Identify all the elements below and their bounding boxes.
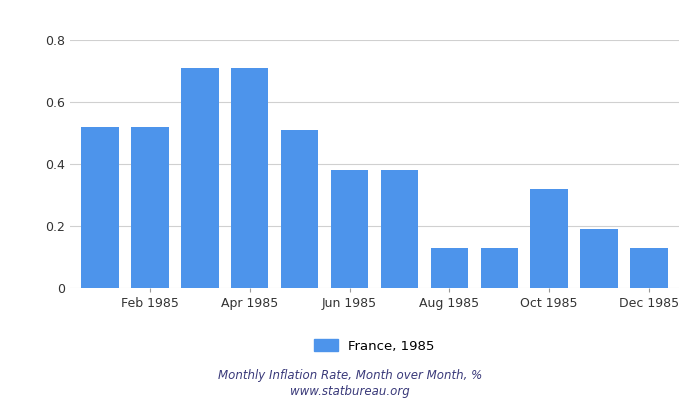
Bar <box>231 68 268 288</box>
Bar <box>630 248 668 288</box>
Bar <box>81 127 119 288</box>
Legend: France, 1985: France, 1985 <box>314 339 435 353</box>
Bar <box>281 130 318 288</box>
Text: Monthly Inflation Rate, Month over Month, %: Monthly Inflation Rate, Month over Month… <box>218 370 482 382</box>
Bar <box>531 189 568 288</box>
Bar <box>580 229 618 288</box>
Bar <box>131 127 169 288</box>
Bar <box>331 170 368 288</box>
Bar <box>481 248 518 288</box>
Bar <box>181 68 218 288</box>
Bar <box>430 248 468 288</box>
Bar <box>381 170 418 288</box>
Text: www.statbureau.org: www.statbureau.org <box>290 386 410 398</box>
